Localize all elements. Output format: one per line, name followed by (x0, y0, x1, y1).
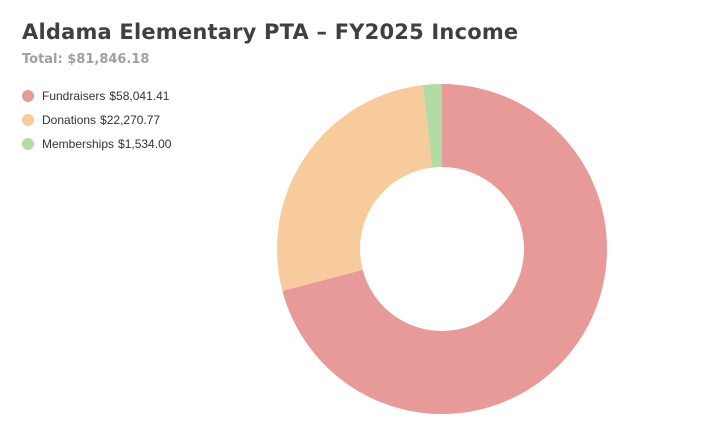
legend-item-fundraisers[interactable]: Fundraisers $58,041.41 (22, 84, 171, 108)
legend-swatch-memberships (22, 138, 34, 150)
legend: Fundraisers $58,041.41 Donations $22,270.7… (22, 84, 171, 156)
legend-label-donations: Donations (42, 113, 97, 127)
legend-swatch-fundraisers (22, 90, 34, 102)
legend-item-donations[interactable]: Donations $22,270.77 (22, 108, 171, 132)
slice-donations[interactable] (277, 85, 433, 291)
chart-subtitle: Total: $81,846.18 (22, 52, 150, 67)
legend-value-donations: $22,270.77 (100, 113, 161, 127)
legend-swatch-donations (22, 114, 34, 126)
legend-item-memberships[interactable]: Memberships $1,534.00 (22, 132, 171, 156)
chart-title: Aldama Elementary PTA – FY2025 Income (22, 20, 519, 44)
slice-memberships[interactable] (422, 84, 442, 168)
legend-value-fundraisers: $58,041.41 (109, 89, 170, 103)
legend-label-memberships: Memberships (42, 137, 115, 151)
legend-value-memberships: $1,534.00 (118, 137, 172, 151)
slice-fundraisers[interactable] (282, 84, 607, 414)
legend-label-fundraisers: Fundraisers (42, 89, 106, 103)
